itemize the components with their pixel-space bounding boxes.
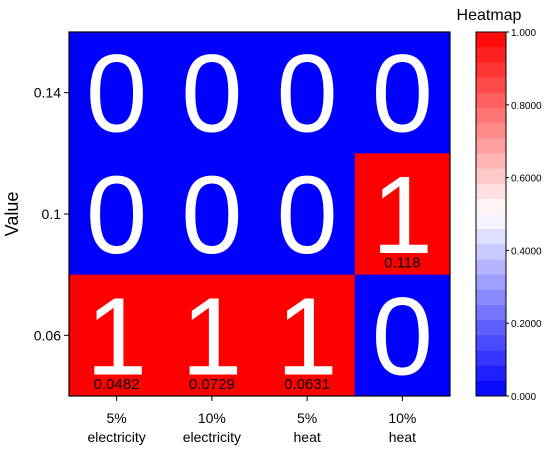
colorbar-step <box>476 123 506 139</box>
heatmap-cell <box>354 274 451 397</box>
x-tick-label: 5% <box>297 410 317 426</box>
cell-value-label: 1 <box>277 275 338 398</box>
cell-value-label: 1 <box>372 154 433 277</box>
cell-sub-label: 0.0482 <box>94 376 140 393</box>
colorbar-frame <box>475 31 507 397</box>
cell-sub-label: 0.0729 <box>189 376 235 393</box>
colorbar-step <box>476 350 506 367</box>
cell-value-label: 0 <box>86 33 147 156</box>
heatmap-cell <box>259 153 356 276</box>
y-tick-label: 0.14 <box>34 85 61 101</box>
colorbar-step <box>476 365 506 382</box>
colorbar-tick-label: 0.4000 <box>511 246 542 257</box>
heatmap-cell <box>259 32 356 154</box>
colorbar-tick-label: 0.2000 <box>511 319 542 330</box>
y-tick-label: 0.06 <box>34 327 61 343</box>
cell-value-label: 0 <box>277 154 338 277</box>
x-tick-label: heat <box>389 429 416 445</box>
cell-value-label: 0 <box>86 154 147 277</box>
x-axis: 5% electricity 10% electricity 5% heat 10% heat <box>87 396 416 445</box>
cell-value-label: 0 <box>372 275 433 398</box>
colorbar-step <box>476 335 506 351</box>
cell-value-label: 0 <box>181 33 242 156</box>
colorbar-step <box>476 229 506 245</box>
colorbar-step <box>476 289 506 306</box>
cell-value-label: 0 <box>372 33 433 156</box>
colorbar: 1.000 0.8000 0.6000 0.4000 0.2000 0.000 <box>475 28 542 403</box>
cell-sub-label: 0.0631 <box>284 376 330 393</box>
colorbar-step <box>476 305 506 321</box>
colorbar-tick-label: 0.6000 <box>511 174 542 185</box>
x-tick-label: 10% <box>198 410 226 426</box>
colorbar-step <box>476 274 506 291</box>
heatmap-cell <box>69 274 165 397</box>
colorbar-step <box>476 320 506 336</box>
colorbar-step <box>476 183 506 200</box>
heatmap-cell <box>259 274 356 397</box>
x-tick-label: 5% <box>107 410 127 426</box>
cell-value-label: 0 <box>181 154 242 277</box>
x-tick-label: electricity <box>87 429 145 445</box>
heatmap-cell <box>354 153 451 276</box>
colorbar-tick-label: 0.8000 <box>511 101 542 112</box>
colorbar-step <box>476 77 506 94</box>
colorbar-title: Heatmap <box>457 7 522 24</box>
cell-value-label: 1 <box>181 275 242 398</box>
colorbar-step <box>476 153 506 169</box>
x-tick-label: electricity <box>183 429 241 445</box>
heatmap-cell <box>164 274 260 397</box>
colorbar-step <box>476 168 506 185</box>
x-tick-label: 10% <box>388 410 416 426</box>
y-tick-label: 0.1 <box>42 206 62 222</box>
y-axis: 0.14 0.1 0.06 <box>34 85 69 343</box>
y-axis-title: Value <box>2 192 22 237</box>
heatmap-cell <box>69 32 165 154</box>
colorbar-step <box>476 259 506 276</box>
colorbar-step <box>476 62 506 78</box>
x-tick-label: heat <box>294 429 321 445</box>
cell-value-label: 0 <box>277 33 338 156</box>
heatmap-cell <box>164 153 260 276</box>
heatmap-cell <box>354 32 451 154</box>
colorbar-tick-label: 0.000 <box>511 392 536 403</box>
colorbar-step <box>476 32 506 48</box>
cell-value-label: 1 <box>86 275 147 398</box>
colorbar-step <box>476 198 506 215</box>
colorbar-tick-label: 1.000 <box>511 28 536 39</box>
colorbar-step <box>476 138 506 154</box>
colorbar-step <box>476 214 506 230</box>
heatmap-cell <box>164 32 260 154</box>
colorbar-step <box>476 47 506 63</box>
heatmap-cell <box>69 153 165 276</box>
colorbar-step <box>476 380 506 397</box>
colorbar-step <box>476 92 506 109</box>
cell-sub-label: 0.118 <box>384 255 420 272</box>
colorbar-step <box>476 107 506 124</box>
colorbar-step <box>476 244 506 260</box>
